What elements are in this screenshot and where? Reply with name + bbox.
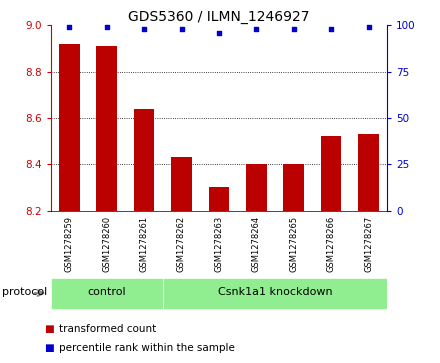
Bar [96,46,117,211]
Text: GSM1278265: GSM1278265 [289,216,298,272]
Bar [321,136,341,211]
Text: ■: ■ [44,343,54,354]
Bar [209,187,229,211]
Point [365,24,372,30]
Text: GSM1278267: GSM1278267 [364,216,373,272]
Bar [171,157,192,211]
Bar [134,109,154,211]
Text: GSM1278262: GSM1278262 [177,216,186,272]
Point [253,26,260,32]
Text: GSM1278259: GSM1278259 [65,216,74,272]
Text: protocol: protocol [2,287,48,297]
Text: transformed count: transformed count [59,323,157,334]
Bar [59,44,80,211]
Point [178,26,185,32]
Text: ■: ■ [44,323,54,334]
Point [141,26,148,32]
Bar [358,134,379,211]
Point [103,24,110,30]
Text: GSM1278264: GSM1278264 [252,216,261,272]
Text: GSM1278263: GSM1278263 [214,216,224,272]
Text: control: control [88,287,126,297]
Text: GSM1278266: GSM1278266 [326,216,336,272]
Point [290,26,297,32]
Bar [51,278,163,309]
Text: percentile rank within the sample: percentile rank within the sample [59,343,235,354]
Text: GSM1278260: GSM1278260 [102,216,111,272]
Title: GDS5360 / ILMN_1246927: GDS5360 / ILMN_1246927 [128,11,310,24]
Point [327,26,335,32]
Bar [283,164,304,211]
Point [216,30,223,36]
Text: GSM1278261: GSM1278261 [139,216,149,272]
Text: Csnk1a1 knockdown: Csnk1a1 knockdown [218,287,332,297]
Bar [163,278,387,309]
Point [66,24,73,30]
Bar [246,164,267,211]
